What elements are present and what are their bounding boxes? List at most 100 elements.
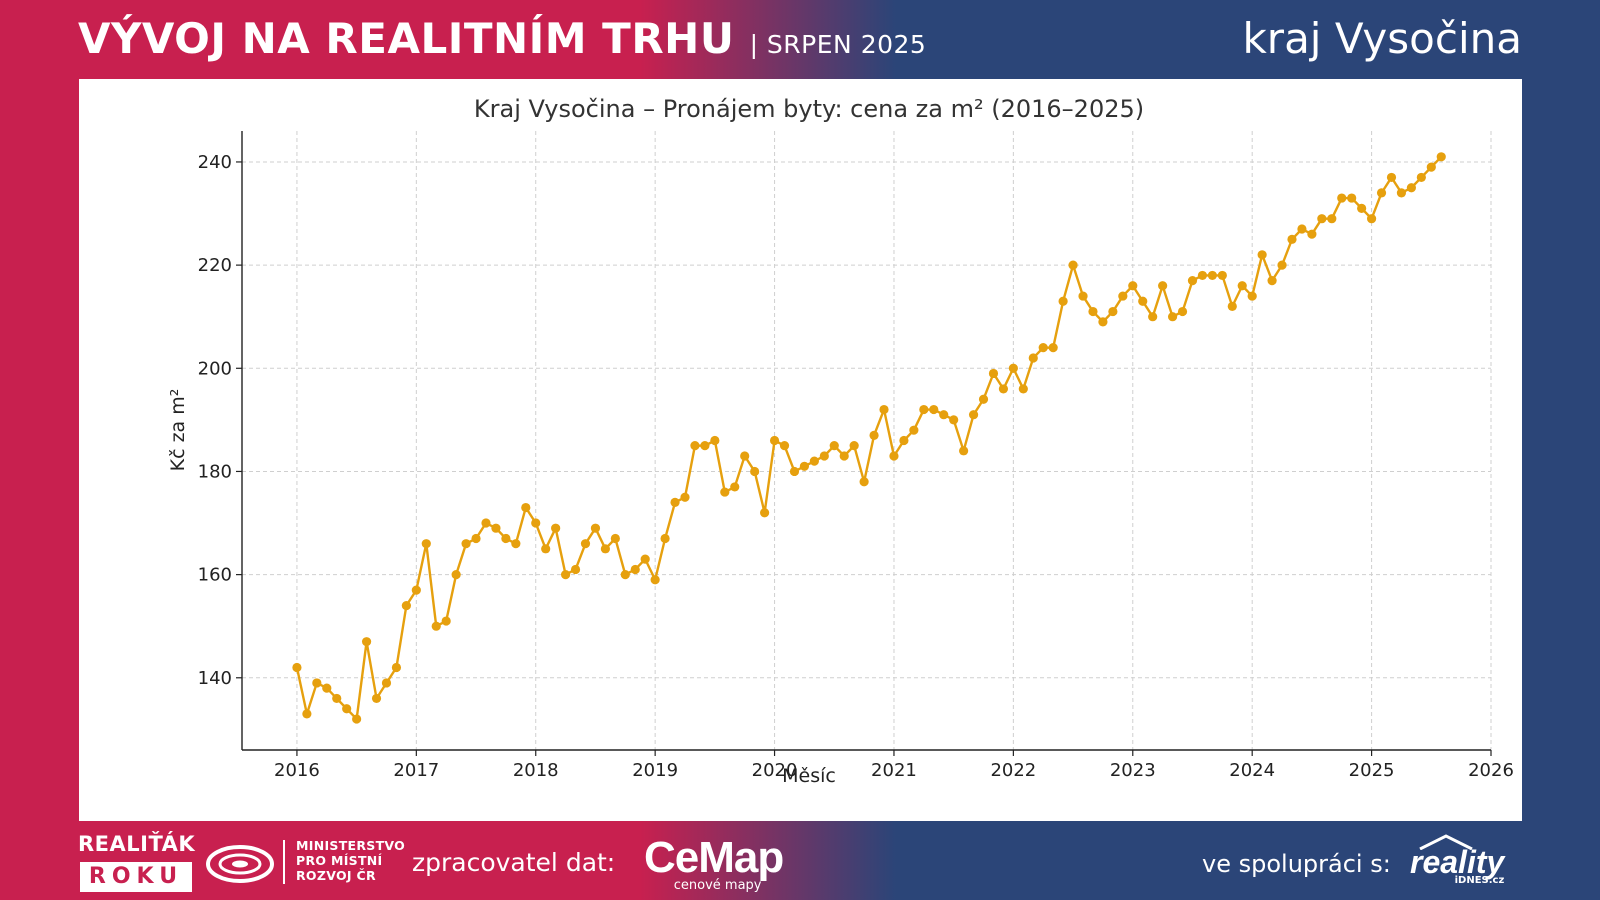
data-point [1197, 270, 1208, 281]
chart-title: Kraj Vysočina – Pronájem byty: cena za m… [474, 95, 1144, 123]
data-point [1167, 312, 1178, 322]
data-point [1357, 203, 1367, 213]
data-point [1118, 291, 1128, 301]
data-point [401, 600, 411, 611]
data-point [352, 714, 362, 724]
data-point [1287, 234, 1297, 244]
data-point [1297, 224, 1307, 234]
x-tick-label: 2021 [871, 760, 917, 781]
data-point [600, 544, 611, 554]
data-point [949, 415, 959, 425]
data-point [1347, 193, 1357, 203]
y-tick-label: 240 [198, 152, 232, 173]
roku-badge: ROKU [80, 862, 192, 892]
data-point [322, 683, 332, 693]
data-point [1277, 260, 1287, 270]
data-point [620, 570, 630, 580]
data-point [312, 678, 322, 688]
data-point [560, 570, 571, 580]
ministry-line: PRO MÍSTNÍ [296, 853, 383, 868]
cooperation-label: ve spolupráci s: [1202, 850, 1391, 878]
data-point [789, 466, 800, 477]
data-point [1247, 291, 1257, 301]
chart-ylabel: Kč za m² [167, 389, 189, 472]
chart-ticks: 2016 2017 2018 2019 2020 2021 2022 2023 2024 2025… [198, 152, 1514, 781]
data-point [1018, 384, 1028, 394]
data-point [1068, 260, 1078, 270]
data-point [292, 662, 302, 673]
chart-series-line [295, 155, 1443, 721]
data-point [332, 693, 342, 704]
data-point [1078, 291, 1088, 301]
data-point [899, 435, 909, 446]
data-point [879, 404, 889, 415]
data-point [889, 451, 899, 461]
data-point [361, 637, 372, 647]
data-point [819, 451, 829, 461]
data-point [919, 404, 929, 415]
data-point [1217, 270, 1227, 281]
data-point [660, 533, 670, 544]
x-tick-label: 2024 [1229, 760, 1275, 781]
data-point [590, 523, 601, 533]
data-point [859, 477, 869, 487]
data-point [988, 368, 999, 379]
cemap-logo: CeMap cenové mapy [644, 833, 784, 894]
data-point [1267, 275, 1277, 286]
cemap-name: CeMap [644, 833, 784, 882]
x-tick-label: 2022 [990, 760, 1036, 781]
x-tick-label: 2023 [1110, 760, 1156, 781]
data-point [849, 441, 859, 451]
data-point [750, 466, 760, 477]
y-tick-label: 160 [198, 565, 232, 586]
data-point [680, 492, 690, 502]
data-point [1098, 317, 1108, 327]
data-point [1426, 162, 1436, 172]
data-point [1038, 343, 1048, 353]
reality-name: reality [1410, 844, 1505, 880]
x-tick-label: 2020 [752, 760, 798, 781]
header-title-text: VÝVOJ NA REALITNÍM TRHU [78, 14, 735, 63]
data-point [869, 430, 879, 440]
data-point [302, 709, 312, 719]
x-tick-label: 2025 [1349, 760, 1395, 781]
data-point [690, 441, 700, 451]
data-point [461, 539, 471, 549]
data-point [610, 533, 620, 544]
realitak-logo-text: REALIŤÁK [78, 832, 196, 856]
data-point [1257, 250, 1267, 260]
data-point [1376, 188, 1387, 198]
ministry-name: MINISTERSTVO PRO MÍSTNÍ ROZVOJ ČR [296, 838, 405, 883]
data-point [551, 523, 561, 533]
y-tick-label: 140 [198, 668, 232, 689]
data-point [929, 404, 939, 415]
data-point [1108, 306, 1118, 317]
data-point [501, 533, 511, 544]
data-point [511, 539, 521, 549]
data-point [1128, 281, 1138, 291]
data-point [670, 497, 680, 507]
data-point [441, 616, 451, 626]
data-point [700, 441, 710, 451]
data-point [760, 508, 770, 518]
y-tick-label: 180 [198, 461, 232, 482]
data-point [1008, 363, 1018, 373]
data-point [769, 435, 780, 446]
data-point [829, 441, 839, 451]
data-point [521, 502, 531, 513]
data-point [630, 564, 640, 575]
data-point [650, 575, 660, 585]
data-point [978, 394, 989, 404]
data-point [1207, 270, 1217, 281]
series-line [295, 155, 1443, 721]
data-point [799, 461, 810, 471]
cemap-tagline: cenové mapy [673, 878, 762, 893]
data-point [1307, 229, 1317, 239]
data-point [1028, 353, 1038, 363]
header-region: kraj Vysočina [1242, 14, 1522, 63]
data-point [1148, 312, 1158, 322]
data-point [998, 384, 1009, 394]
data-point [909, 425, 919, 435]
ministry-line: ROZVOJ ČR [296, 868, 376, 883]
x-tick-label: 2019 [632, 760, 678, 781]
